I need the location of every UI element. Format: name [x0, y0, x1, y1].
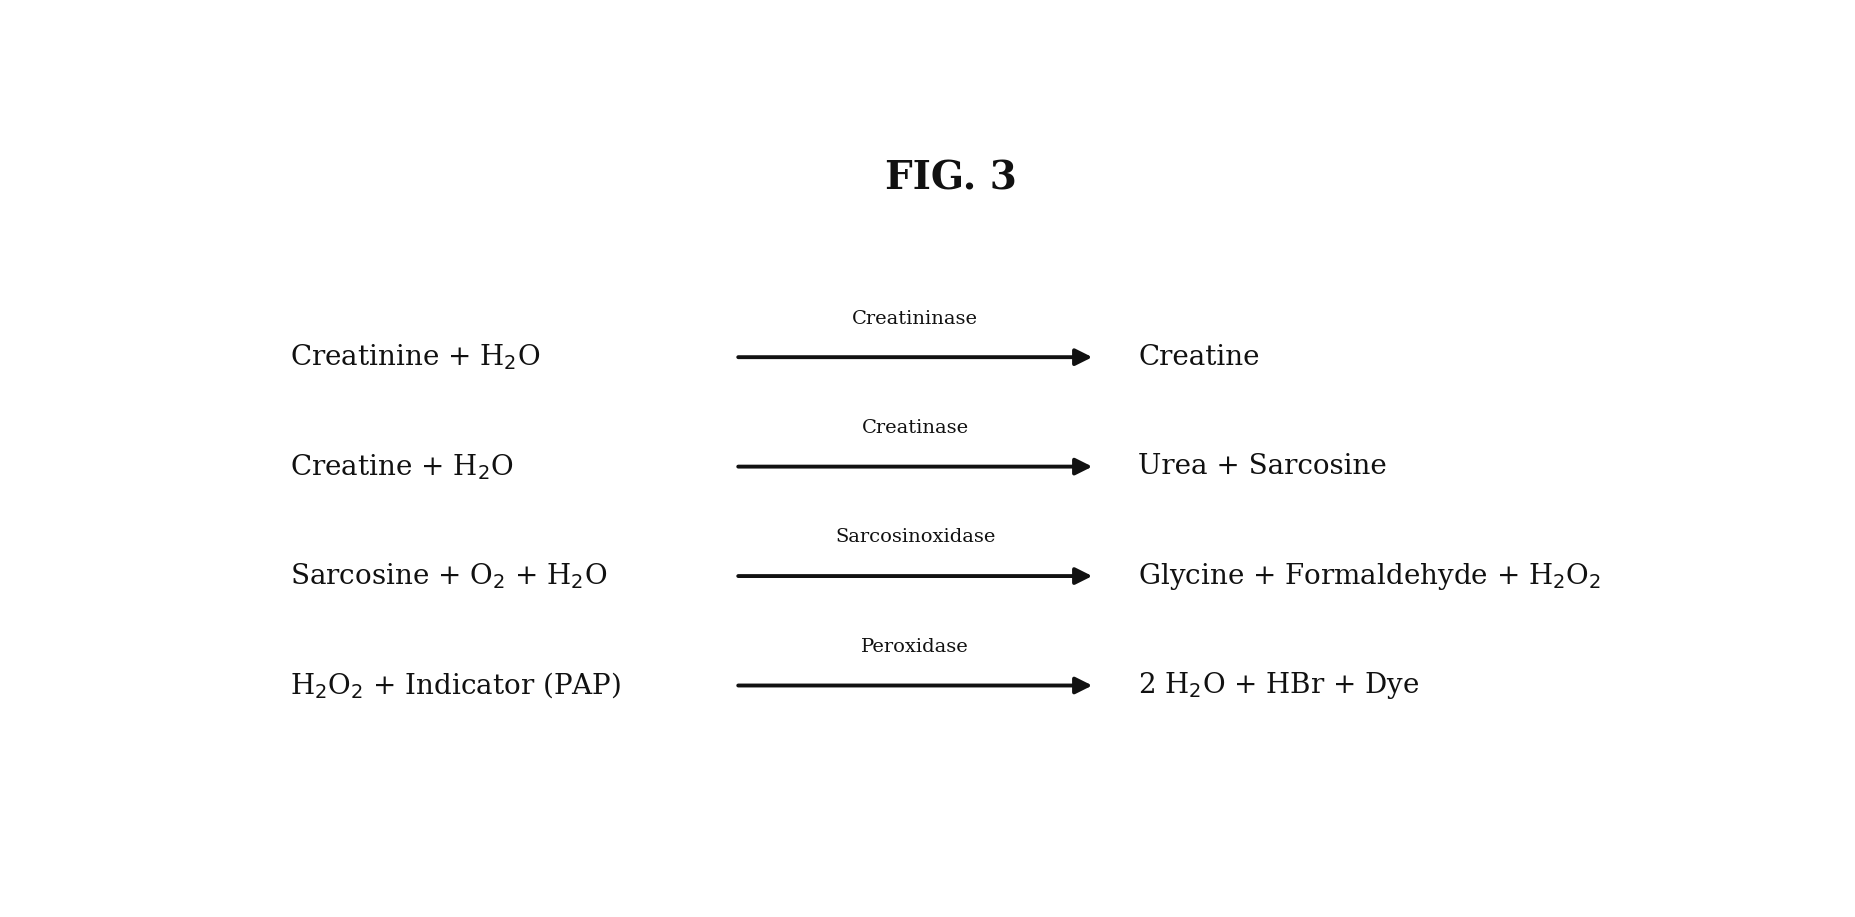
Text: 2 H$_2$O + HBr + Dye: 2 H$_2$O + HBr + Dye	[1137, 670, 1419, 701]
Text: Peroxidase: Peroxidase	[861, 638, 968, 656]
Text: Creatinase: Creatinase	[861, 419, 968, 437]
Text: Sarcosinoxidase: Sarcosinoxidase	[835, 528, 994, 547]
Text: Creatine + H$_2$O: Creatine + H$_2$O	[289, 452, 512, 481]
Text: Urea + Sarcosine: Urea + Sarcosine	[1137, 453, 1386, 481]
Text: Glycine + Formaldehyde + H$_2$O$_2$: Glycine + Formaldehyde + H$_2$O$_2$	[1137, 560, 1601, 591]
Text: Creatine: Creatine	[1137, 344, 1260, 370]
Text: Sarcosine + O$_2$ + H$_2$O: Sarcosine + O$_2$ + H$_2$O	[289, 561, 607, 591]
Text: H$_2$O$_2$ + Indicator (PAP): H$_2$O$_2$ + Indicator (PAP)	[289, 670, 620, 701]
Text: Creatinine + H$_2$O: Creatinine + H$_2$O	[289, 342, 540, 372]
Text: FIG. 3: FIG. 3	[885, 160, 1017, 197]
Text: Creatininase: Creatininase	[851, 310, 978, 327]
